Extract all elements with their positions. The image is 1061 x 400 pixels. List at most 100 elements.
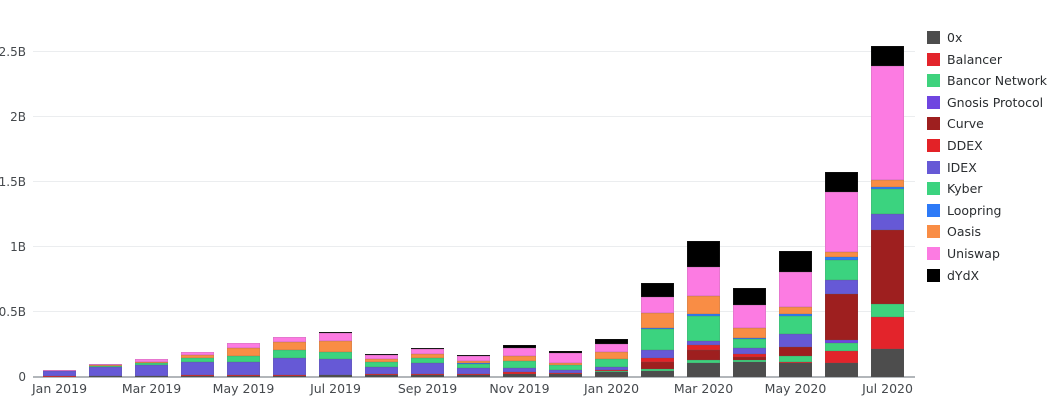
segment-oasis (779, 307, 812, 315)
segment-idex (779, 333, 812, 347)
legend-item-ddex[interactable]: DDEX (927, 138, 1047, 153)
legend-item-idex[interactable]: IDEX (927, 160, 1047, 175)
segment-kyber (641, 328, 674, 350)
segment-oasis (89, 364, 122, 366)
legend-item-loopring[interactable]: Loopring (927, 203, 1047, 218)
segment-ddex (135, 375, 168, 377)
legend-label: IDEX (947, 159, 977, 175)
segment-dydx (457, 354, 490, 356)
segment-ddex (549, 372, 582, 374)
legend-item-curve[interactable]: Curve (927, 116, 1047, 131)
x-tick-label: Jan 2020 (583, 381, 640, 396)
segment-idex (181, 361, 214, 376)
segment-oasis (733, 328, 766, 338)
segment-kyber (733, 339, 766, 349)
y-tick-label: 1.5B (0, 175, 26, 189)
segment-uniswap (457, 355, 490, 361)
segment-oasis (595, 351, 628, 359)
x-tick-label: Nov 2019 (489, 381, 550, 396)
segment-0x (687, 363, 720, 377)
segment-curve (733, 357, 766, 361)
segment-uniswap (411, 349, 444, 355)
segment-ddex (641, 358, 674, 363)
segment-uniswap (89, 363, 122, 366)
segment-uniswap (549, 353, 582, 363)
legend-label: Loopring (947, 202, 1002, 218)
segment-gnosis-protocol (825, 339, 858, 343)
segment-uniswap (365, 354, 398, 360)
segment-0x (549, 374, 582, 377)
segment-bancor-network (595, 371, 628, 373)
segment-kyber (871, 189, 904, 214)
segment-ddex (457, 373, 490, 375)
segment-loopring (687, 314, 720, 317)
segment-kyber (549, 364, 582, 371)
gridline (33, 181, 915, 182)
segment-dydx (411, 348, 444, 350)
x-tick-label: May 2019 (212, 381, 275, 396)
segment-kyber (365, 362, 398, 367)
segment-bancor-network (549, 373, 582, 375)
segment-dydx (871, 45, 904, 66)
segment-uniswap (503, 347, 536, 357)
segment-dydx (687, 240, 720, 267)
segment-curve (779, 346, 812, 356)
legend-label: 0x (947, 30, 963, 45)
segment-dydx (641, 282, 674, 297)
gridline (33, 311, 915, 312)
segment-oasis (411, 354, 444, 358)
segment-oasis (227, 348, 260, 357)
legend-label: dYdX (947, 267, 980, 283)
segment-kyber (825, 259, 858, 280)
gridline (33, 51, 915, 52)
legend-label: Kyber (947, 181, 983, 197)
segment-idex (733, 348, 766, 355)
segment-kyber (411, 357, 444, 363)
legend-item-uniswap[interactable]: Uniswap (927, 246, 1047, 261)
segment-oasis (871, 180, 904, 188)
segment-ddex (687, 345, 720, 351)
legend-item-balancer[interactable]: Balancer (927, 52, 1047, 67)
segment-curve (871, 229, 904, 305)
segment-0x (365, 375, 398, 377)
segment-0x (871, 349, 904, 377)
segment-loopring (871, 187, 904, 190)
segment-dydx (549, 351, 582, 354)
segment-0x (411, 375, 444, 377)
segment-idex (43, 371, 76, 377)
segment-oasis (687, 295, 720, 315)
legend-item-dydx[interactable]: dYdX (927, 268, 1047, 283)
segment-oasis (319, 341, 352, 353)
legend-item-gnosis-protocol[interactable]: Gnosis Protocol (927, 95, 1047, 110)
segment-idex (871, 214, 904, 230)
segment-idex (687, 341, 720, 346)
segment-0x (227, 375, 260, 377)
segment-bancor-network (687, 360, 720, 364)
segment-idex (549, 370, 582, 373)
segment-0x (89, 376, 122, 377)
legend-item-0x[interactable]: 0x (927, 30, 1047, 45)
legend-swatch-icon (927, 182, 940, 196)
segment-oasis (825, 251, 858, 257)
segment-loopring (733, 338, 766, 340)
legend-swatch-icon (927, 160, 940, 174)
segment-uniswap (595, 343, 628, 352)
y-tick-label: 2.5B (0, 45, 26, 59)
x-tick-label: Jan 2019 (31, 381, 88, 396)
segment-balancer (871, 317, 904, 350)
segment-oasis (181, 355, 214, 359)
legend-item-kyber[interactable]: Kyber (927, 181, 1047, 196)
segment-dydx (503, 345, 536, 348)
y-axis: 0 0.5B 1B 1.5B 2B 2.5B (0, 0, 29, 384)
legend-label: Gnosis Protocol (947, 94, 1044, 110)
legend-label: Curve (947, 116, 984, 132)
segment-0x (733, 362, 766, 377)
segment-ddex (273, 374, 306, 376)
segment-balancer (779, 361, 812, 363)
segment-dydx (319, 331, 352, 333)
legend-item-oasis[interactable]: Oasis (927, 224, 1047, 239)
legend-item-bancor-network[interactable]: Bancor Network (927, 73, 1047, 88)
segment-kyber (595, 359, 628, 367)
x-tick-label: Jul 2020 (862, 381, 913, 396)
segment-curve (641, 362, 674, 370)
